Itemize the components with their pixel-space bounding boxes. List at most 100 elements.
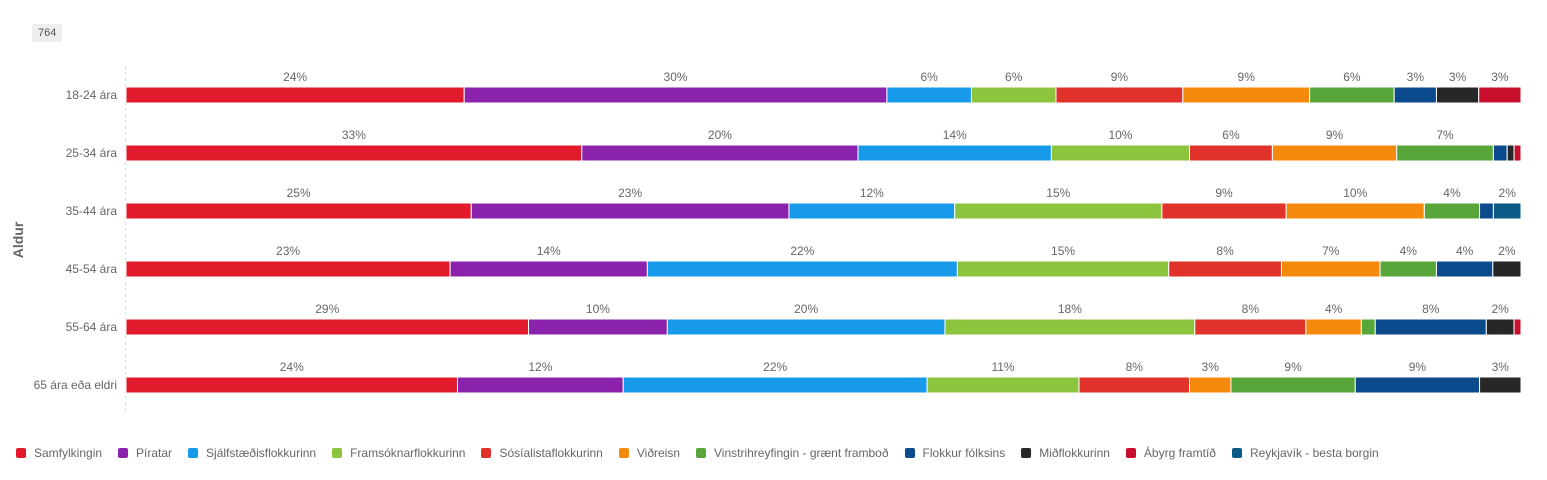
data-label: 23%: [276, 244, 300, 258]
bar-segment[interactable]: [1271, 144, 1398, 162]
legend-item[interactable]: Vinstrihreyfingin - grænt framboð: [696, 446, 889, 460]
bar-segment[interactable]: [125, 86, 465, 104]
bar-segment[interactable]: [1379, 260, 1437, 278]
data-label: 4%: [1443, 186, 1461, 200]
data-label: 9%: [1111, 70, 1129, 84]
legend-item[interactable]: Reykjavík - besta borgin: [1231, 446, 1379, 460]
bar-segment[interactable]: [1492, 144, 1508, 162]
legend-swatch: [696, 448, 706, 458]
bar-segment[interactable]: [944, 318, 1196, 336]
bar-segment[interactable]: [449, 260, 648, 278]
bar-segment[interactable]: [1161, 202, 1287, 220]
bar-segment[interactable]: [1435, 86, 1480, 104]
bar-segment[interactable]: [956, 260, 1170, 278]
bar-segment[interactable]: [1492, 202, 1522, 220]
bar-segment[interactable]: [528, 318, 668, 336]
data-label: 25%: [287, 186, 311, 200]
data-label: 29%: [315, 302, 339, 316]
bar-segment[interactable]: [1280, 260, 1381, 278]
bar-segment[interactable]: [1360, 318, 1376, 336]
y-tick-label: 35-44 ára: [66, 204, 118, 218]
bar-segment[interactable]: [1305, 318, 1362, 336]
bar-segment[interactable]: [970, 86, 1057, 104]
legend-swatch: [1231, 448, 1242, 458]
legend-label: Samfylkingin: [34, 446, 103, 460]
legend-item[interactable]: Píratar: [118, 446, 172, 460]
bar-segment[interactable]: [1435, 260, 1494, 278]
bar-segment[interactable]: [1168, 260, 1282, 278]
bar-segment[interactable]: [1478, 86, 1522, 104]
bar-segment[interactable]: [470, 202, 790, 220]
data-label: 18%: [1058, 302, 1082, 316]
y-tick-label: 45-54 ára: [66, 262, 118, 276]
legend-swatch: [332, 448, 343, 458]
legend-item[interactable]: Sjálfstæðisflokkurinn: [188, 446, 316, 460]
bar-segment[interactable]: [125, 376, 458, 394]
data-label: 8%: [1242, 302, 1260, 316]
data-label: 9%: [1215, 186, 1233, 200]
bar-segment[interactable]: [125, 144, 583, 162]
legend-label: Viðreisn: [636, 446, 680, 460]
bar-segment[interactable]: [1285, 202, 1425, 220]
bar-segment[interactable]: [1230, 376, 1356, 394]
bar-segment[interactable]: [646, 260, 958, 278]
bar-segment[interactable]: [1374, 318, 1487, 336]
legend-label: Vinstrihreyfingin - grænt framboð: [714, 446, 889, 460]
bar-segment[interactable]: [125, 318, 530, 336]
bar-segment[interactable]: [954, 202, 1163, 220]
bar-segment[interactable]: [1050, 144, 1191, 162]
bar-segment[interactable]: [1309, 86, 1395, 104]
legend-item[interactable]: Sósíalistaflokkurinn: [481, 446, 603, 460]
bar-segment[interactable]: [125, 202, 472, 220]
legend-item[interactable]: Samfylkingin: [16, 446, 102, 460]
legend-swatch: [16, 448, 26, 458]
legend-item[interactable]: Ábyrg framtíð: [1125, 446, 1216, 460]
bar-segment[interactable]: [581, 144, 859, 162]
bar-segment[interactable]: [1423, 202, 1481, 220]
legend-label: Píratar: [136, 446, 173, 460]
bar-segment[interactable]: [788, 202, 956, 220]
data-label: 11%: [991, 360, 1014, 374]
bar-segment[interactable]: [125, 260, 451, 278]
legend-swatch: [1125, 448, 1136, 458]
legend-item[interactable]: Miðflokkurinn: [1021, 446, 1110, 460]
data-label: 9%: [1409, 360, 1427, 374]
bar-segment[interactable]: [1513, 144, 1522, 162]
data-label: 23%: [618, 186, 642, 200]
data-label: 24%: [283, 70, 307, 84]
bar-segment[interactable]: [1492, 260, 1522, 278]
bar-segment[interactable]: [622, 376, 928, 394]
bar-segment[interactable]: [886, 86, 972, 104]
bar-segment[interactable]: [1078, 376, 1191, 394]
data-label: 8%: [1126, 360, 1144, 374]
bar-segment[interactable]: [926, 376, 1080, 394]
bar-segment[interactable]: [1055, 86, 1184, 104]
bar-segment[interactable]: [1396, 144, 1494, 162]
y-tick-label: 25-34 ára: [66, 146, 118, 160]
bar-segment[interactable]: [456, 376, 624, 394]
y-tick-label: 65 ára eða eldri: [34, 378, 117, 392]
data-label: 4%: [1325, 302, 1343, 316]
bar-segment[interactable]: [1393, 86, 1437, 104]
data-label: 24%: [280, 360, 304, 374]
bar-segment[interactable]: [1189, 144, 1273, 162]
legend-label: Miðflokkurinn: [1039, 446, 1110, 460]
legend-item[interactable]: Flokkur fólksins: [904, 446, 1005, 460]
bar-segment[interactable]: [1513, 318, 1522, 336]
bar-segment[interactable]: [857, 144, 1052, 162]
bar-segment[interactable]: [1479, 376, 1522, 394]
legend-item[interactable]: Viðreisn: [618, 446, 680, 460]
bar-segment[interactable]: [1182, 86, 1311, 104]
legend-swatch: [1021, 448, 1032, 458]
bar-segment[interactable]: [1189, 376, 1232, 394]
bar-segment[interactable]: [463, 86, 888, 104]
bar-segment[interactable]: [1485, 318, 1515, 336]
bar-segment[interactable]: [1479, 202, 1494, 220]
bar-segment[interactable]: [1506, 144, 1515, 162]
count-badge: 764: [32, 24, 63, 42]
data-label: 12%: [528, 360, 552, 374]
bar-segment[interactable]: [1354, 376, 1481, 394]
bar-segment[interactable]: [666, 318, 946, 336]
bar-segment[interactable]: [1194, 318, 1307, 336]
legend-item[interactable]: Framsóknarflokkurinn: [332, 446, 465, 460]
